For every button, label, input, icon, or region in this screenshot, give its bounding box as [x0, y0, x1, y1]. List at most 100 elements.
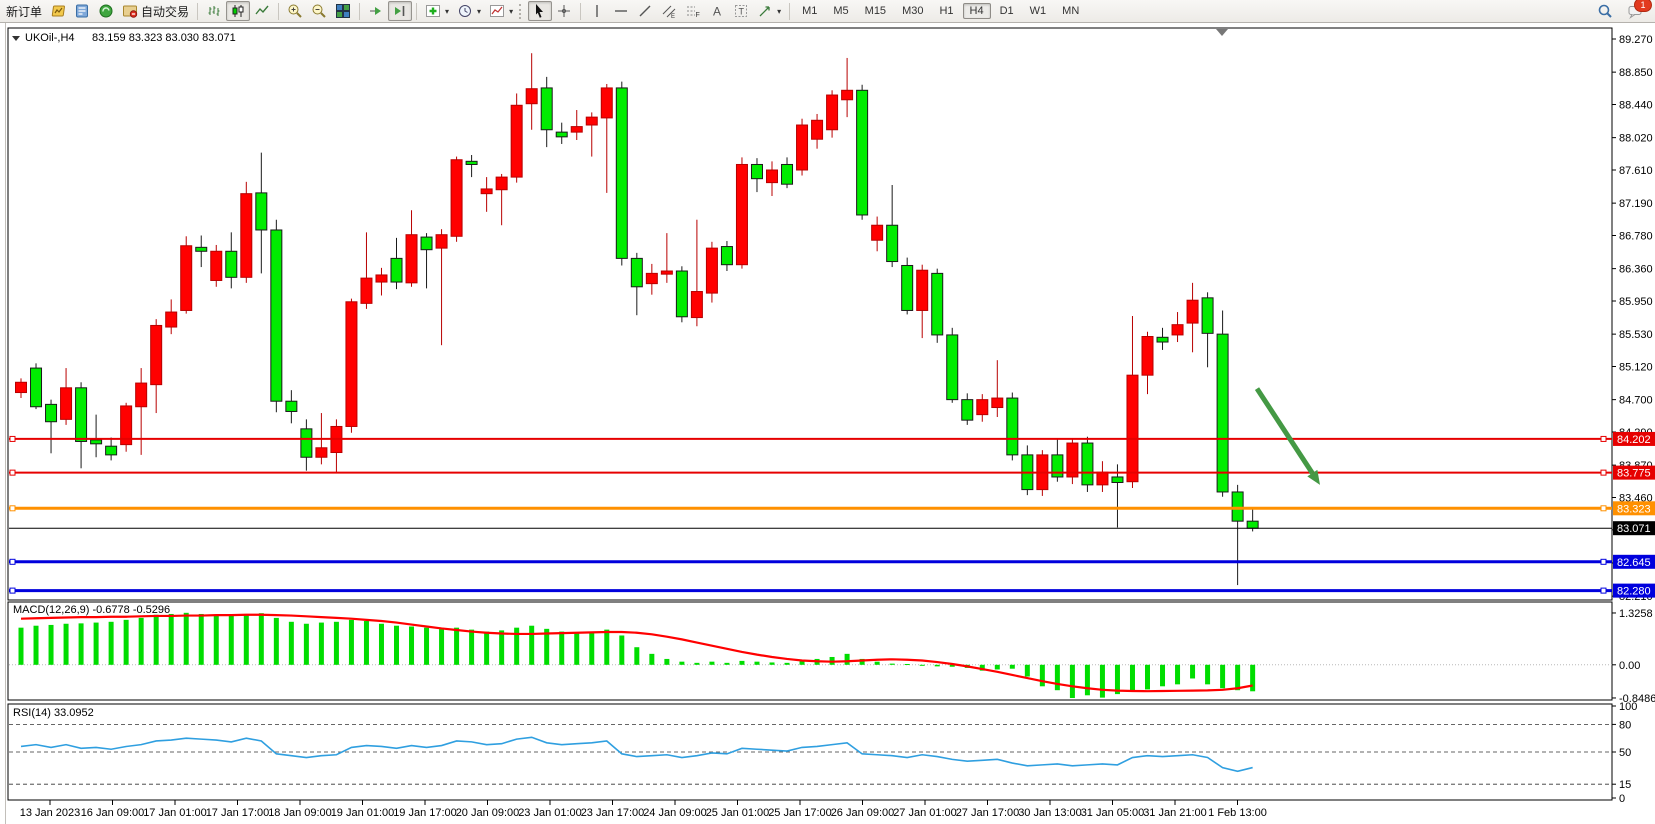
auto-scroll-button[interactable] — [364, 1, 388, 21]
macd-bar — [439, 628, 445, 665]
hline-anchor[interactable] — [1600, 435, 1607, 442]
timeframe-button-m15[interactable]: M15 — [864, 5, 887, 17]
symbol-label[interactable]: UKOil-,H4 83.159 83.323 83.030 83.071 — [12, 32, 236, 44]
time-tick-label: 27 Jan 17:00 — [956, 807, 1020, 819]
macd-bar — [889, 663, 895, 665]
timeframe-button-h1[interactable]: H1 — [939, 5, 954, 17]
macd-bar — [303, 623, 309, 665]
macd-bar — [1190, 664, 1196, 679]
channel-tool-button[interactable]: E — [657, 1, 681, 21]
text-label-tool-button[interactable]: T — [729, 1, 753, 21]
candle-body — [120, 405, 133, 446]
hline-anchor[interactable] — [1600, 469, 1607, 476]
annotation-arrow[interactable] — [1254, 387, 1315, 475]
toolbar-separator — [359, 2, 361, 20]
tile-windows-button[interactable] — [331, 1, 355, 21]
chart-window[interactable]: 89.270 88.850 88.440 88.020 87.610 87.190 86.7… — [0, 23, 1655, 824]
equidistant-channel-icon: E — [662, 5, 676, 19]
main-panel[interactable] — [7, 27, 1613, 601]
candle-body — [135, 382, 148, 408]
autotrading-button[interactable]: 自动交易 — [118, 1, 193, 22]
chart-shift-marker[interactable] — [1216, 29, 1228, 36]
navigator-button[interactable] — [94, 1, 118, 21]
macd-bar — [754, 661, 760, 665]
candle-body — [841, 89, 854, 101]
zoom-in-button[interactable] — [283, 1, 307, 21]
trendline-tool-button[interactable] — [633, 1, 657, 21]
hline-anchor[interactable] — [9, 558, 16, 565]
macd-bar — [574, 632, 580, 665]
macd-bar — [454, 627, 460, 665]
macd-bar — [378, 623, 384, 665]
vertical-line-tool-button[interactable] — [585, 1, 609, 21]
macd-bar — [859, 658, 865, 665]
candle-body — [405, 234, 418, 284]
candle-body — [510, 104, 523, 178]
macd-bar — [18, 627, 24, 665]
toolbar-grip[interactable] — [519, 3, 524, 19]
candlestick-chart-type-button[interactable] — [226, 1, 251, 21]
quote-dropdown-icon[interactable] — [12, 36, 20, 41]
crosshair-tool-button[interactable] — [552, 1, 576, 21]
time-tick-label: 1 Feb 13:00 — [1208, 807, 1267, 819]
time-tick-label: 13 Jan 2023 — [20, 807, 81, 819]
price-badge-label: 82.280 — [1617, 586, 1651, 598]
svg-text:F: F — [696, 12, 700, 19]
search-button[interactable] — [1593, 1, 1617, 21]
hline-anchor[interactable] — [9, 469, 16, 476]
market-watch-button[interactable] — [70, 1, 94, 21]
timeframe-button-h4[interactable]: H4 — [962, 3, 991, 19]
macd-indicator: 1.3258 0.00 -0.8486 MACD(12,26,9) -0.6778 -… — [9, 604, 1655, 705]
charts-button[interactable] — [46, 1, 70, 21]
new-order-button[interactable]: 新订单 — [2, 1, 46, 22]
timeframe-button-mn[interactable]: MN — [1062, 5, 1080, 17]
chart-shift-icon — [395, 6, 405, 16]
timeframe-button-m30[interactable]: M30 — [902, 5, 924, 17]
crosshair-icon — [558, 5, 571, 17]
macd-bar — [499, 630, 505, 665]
macd-bar — [1235, 664, 1241, 691]
cursor-tool-button[interactable] — [528, 1, 553, 21]
candle-body — [525, 88, 538, 105]
hline-anchor[interactable] — [9, 435, 16, 442]
candle-body — [630, 257, 643, 288]
hline-anchor[interactable] — [1600, 558, 1607, 565]
toolbar-separator — [789, 2, 791, 20]
annotation-arrow-head[interactable] — [1307, 469, 1320, 485]
macd-bar — [273, 617, 279, 665]
time-tick-label: 23 Jan 17:00 — [581, 807, 645, 819]
indicators-button[interactable]: ▾ — [421, 1, 453, 21]
timeframe-button-m5[interactable]: M5 — [833, 5, 849, 17]
horizontal-line-tool-button[interactable] — [609, 1, 633, 21]
macd-bar — [1129, 664, 1135, 691]
zoom-out-button[interactable] — [307, 1, 331, 21]
notifications-button[interactable]: 1 — [1623, 0, 1652, 21]
hline-anchor[interactable] — [1600, 587, 1607, 594]
hline-anchor[interactable] — [9, 505, 16, 512]
line-chart-type-button[interactable] — [250, 1, 274, 21]
templates-button[interactable]: ▾ — [485, 1, 517, 21]
macd-bar — [484, 631, 490, 665]
candle-body — [105, 445, 118, 456]
hline-anchor[interactable] — [9, 587, 16, 594]
macd-bar — [168, 613, 174, 665]
timeframe-button-d1[interactable]: D1 — [999, 5, 1014, 17]
fibonacci-tool-button[interactable]: F — [681, 1, 705, 21]
macd-bar — [904, 664, 910, 666]
price-chart[interactable]: 89.270 88.850 88.440 88.020 87.610 87.190 86.7… — [0, 23, 1655, 824]
text-tool-button[interactable]: A — [705, 1, 729, 21]
shapes-tool-button[interactable]: ▾ — [753, 1, 785, 21]
horizontal-lines — [9, 435, 1612, 594]
chart-shift-button[interactable] — [388, 1, 413, 21]
periods-button[interactable]: ▾ — [453, 1, 485, 21]
time-tick-label: 18 Jan 09:00 — [268, 807, 332, 819]
time-tick-label: 31 Jan 05:00 — [1081, 807, 1145, 819]
macd-bar — [138, 617, 144, 665]
timeframe-button-m1[interactable]: M1 — [802, 5, 818, 17]
timeframe-button-w1[interactable]: W1 — [1029, 5, 1047, 17]
macd-bar — [348, 619, 354, 665]
hline-anchor[interactable] — [1600, 505, 1607, 512]
new-order-label: 新订单 — [6, 4, 43, 19]
bar-chart-type-button[interactable] — [202, 1, 226, 21]
